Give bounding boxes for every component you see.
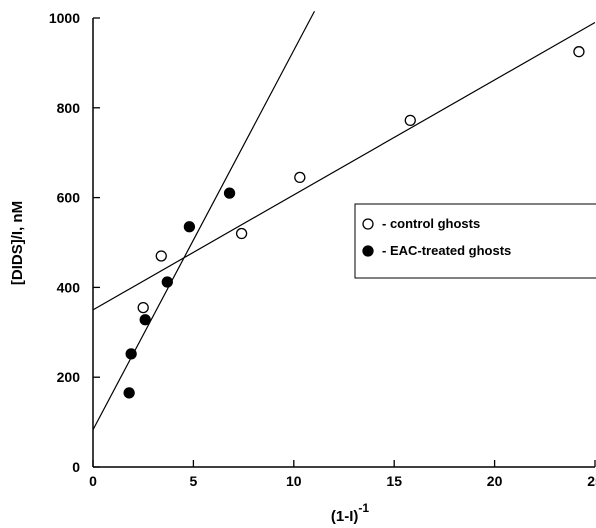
control-point — [137, 301, 149, 314]
y-tick-label: 600 — [57, 190, 81, 206]
legend-label-control: - control ghosts — [382, 216, 480, 231]
eac-point — [161, 276, 173, 288]
control-point — [294, 171, 306, 184]
eac-point — [125, 348, 137, 360]
data-points — [123, 46, 585, 399]
fit-lines — [92, 10, 596, 431]
fit-line-1 — [92, 10, 316, 431]
legend-marker-eac — [362, 245, 374, 257]
y-tick-label: 400 — [57, 279, 81, 295]
control-point — [155, 250, 167, 262]
y-tick-label: 200 — [57, 369, 81, 385]
y-tick-label: 1000 — [49, 10, 80, 26]
legend: - control ghosts - EAC-treated ghosts — [354, 203, 596, 279]
x-tick-label: 20 — [487, 473, 503, 489]
x-axis-title: (1-I)-1 — [331, 501, 369, 525]
legend-label-eac: - EAC-treated ghosts — [382, 243, 511, 258]
y-tick-label: 800 — [57, 100, 81, 116]
x-tick-label: 5 — [190, 473, 198, 489]
eac-point — [123, 387, 135, 399]
fit-line-0 — [92, 21, 596, 311]
y-axis-title: [DIDS]/I, nM — [9, 201, 26, 285]
legend-marker-control — [362, 218, 374, 230]
x-tick-label: 25 — [587, 473, 596, 489]
eac-point — [223, 187, 236, 199]
axes — [92, 17, 596, 468]
eac-point — [183, 221, 196, 233]
x-tick-label: 15 — [386, 473, 402, 489]
y-tick-label: 0 — [72, 459, 80, 475]
x-tick-label: 0 — [89, 473, 97, 489]
x-tick-label: 10 — [286, 473, 302, 489]
tick-labels: 0 5 10 15 20 25 0 200 400 600 800 1000 — [49, 10, 596, 489]
control-point — [404, 114, 416, 127]
control-point — [235, 227, 248, 240]
eac-point — [139, 314, 151, 326]
legend-box — [354, 203, 596, 279]
control-point — [573, 46, 585, 58]
